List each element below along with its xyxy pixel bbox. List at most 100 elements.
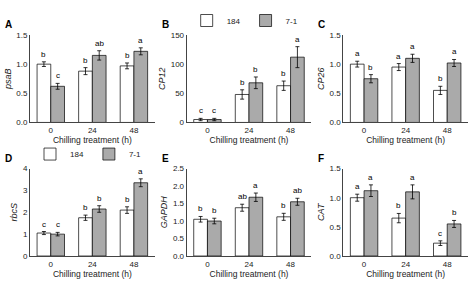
svg-text:2.0: 2.0 (173, 182, 185, 191)
svg-text:GAPDH: GAPDH (159, 196, 169, 229)
svg-text:Chilling treatment (h): Chilling treatment (h) (210, 135, 289, 145)
svg-text:0: 0 (23, 252, 28, 261)
svg-text:c: c (199, 106, 203, 115)
svg-text:24: 24 (245, 126, 254, 135)
svg-text:E: E (162, 153, 169, 164)
svg-text:48: 48 (286, 260, 295, 269)
svg-text:rbcS: rbcS (9, 203, 19, 222)
svg-text:0.0: 0.0 (16, 118, 28, 127)
svg-text:0.5: 0.5 (330, 89, 342, 98)
svg-text:D: D (5, 153, 12, 164)
svg-text:ab: ab (293, 186, 302, 195)
svg-text:b: b (438, 74, 443, 83)
svg-text:0: 0 (362, 126, 367, 135)
svg-text:0.5: 0.5 (330, 223, 342, 232)
svg-text:a: a (253, 181, 258, 190)
svg-text:0: 0 (205, 260, 210, 269)
svg-text:0: 0 (49, 126, 54, 135)
svg-text:2.5: 2.5 (173, 164, 185, 173)
svg-text:b: b (41, 50, 46, 59)
svg-text:Chilling treatment (h): Chilling treatment (h) (366, 135, 445, 145)
svg-text:50: 50 (175, 89, 184, 98)
svg-text:1.0: 1.0 (330, 60, 342, 69)
svg-text:CP12: CP12 (157, 67, 167, 90)
svg-text:psaB: psaB (3, 68, 13, 90)
svg-text:1.5: 1.5 (16, 31, 28, 40)
svg-text:ab: ab (95, 39, 104, 48)
svg-text:b: b (396, 201, 401, 210)
svg-text:7-1: 7-1 (286, 17, 298, 26)
svg-text:b: b (125, 51, 130, 60)
svg-text:a: a (295, 35, 300, 44)
svg-text:184: 184 (70, 150, 84, 159)
svg-text:c: c (56, 71, 60, 80)
svg-text:Chilling treatment (h): Chilling treatment (h) (366, 269, 445, 279)
svg-text:CP26: CP26 (316, 67, 326, 90)
svg-text:a: a (138, 167, 143, 176)
svg-text:a: a (368, 173, 373, 182)
svg-text:Chilling treatment (h): Chilling treatment (h) (210, 269, 289, 279)
svg-text:24: 24 (245, 260, 254, 269)
svg-text:A: A (5, 19, 12, 30)
svg-text:b: b (281, 201, 286, 210)
svg-text:c: c (438, 229, 442, 238)
svg-text:1.5: 1.5 (330, 164, 342, 173)
svg-text:150: 150 (171, 31, 185, 40)
svg-text:0: 0 (49, 260, 54, 269)
svg-text:a: a (355, 49, 360, 58)
svg-text:0.0: 0.0 (173, 252, 185, 261)
svg-text:b: b (97, 194, 102, 203)
svg-text:3: 3 (23, 186, 28, 195)
svg-text:100: 100 (171, 60, 185, 69)
svg-text:7-1: 7-1 (129, 150, 141, 159)
svg-text:48: 48 (286, 126, 295, 135)
svg-text:1: 1 (23, 230, 28, 239)
svg-text:0: 0 (180, 118, 185, 127)
svg-text:ab: ab (238, 192, 247, 201)
svg-text:1.0: 1.0 (330, 194, 342, 203)
svg-text:CAT: CAT (316, 202, 326, 221)
svg-text:a: a (138, 36, 143, 45)
svg-text:b: b (253, 65, 258, 74)
svg-text:1.5: 1.5 (330, 31, 342, 40)
svg-text:a: a (410, 173, 415, 182)
svg-text:b: b (452, 208, 457, 217)
svg-text:c: c (56, 220, 60, 229)
svg-text:48: 48 (443, 126, 452, 135)
svg-text:1.0: 1.0 (16, 60, 28, 69)
svg-text:F: F (318, 153, 324, 164)
svg-text:b: b (281, 69, 286, 78)
svg-text:24: 24 (401, 126, 410, 135)
svg-text:b: b (368, 63, 373, 72)
svg-text:1.5: 1.5 (173, 199, 185, 208)
svg-text:a: a (396, 52, 401, 61)
svg-text:0.5: 0.5 (173, 234, 185, 243)
svg-text:24: 24 (401, 260, 410, 269)
svg-text:1.0: 1.0 (173, 217, 185, 226)
svg-text:b: b (198, 204, 203, 213)
svg-text:b: b (83, 56, 88, 65)
svg-text:0.0: 0.0 (330, 252, 342, 261)
svg-text:b: b (125, 195, 130, 204)
svg-text:a: a (452, 47, 457, 56)
svg-text:c: c (42, 220, 46, 229)
svg-text:24: 24 (88, 126, 97, 135)
svg-text:0: 0 (362, 260, 367, 269)
svg-text:B: B (162, 19, 169, 30)
svg-text:Chilling treatment (h): Chilling treatment (h) (53, 135, 132, 145)
svg-text:b: b (83, 203, 88, 212)
svg-text:b: b (212, 206, 217, 215)
svg-text:a: a (355, 182, 360, 191)
svg-text:48: 48 (129, 260, 138, 269)
svg-text:2: 2 (23, 208, 28, 217)
svg-text:0: 0 (205, 126, 210, 135)
svg-text:0.0: 0.0 (330, 118, 342, 127)
svg-text:4: 4 (23, 164, 28, 173)
svg-text:C: C (318, 19, 325, 30)
svg-text:c: c (212, 106, 216, 115)
svg-text:184: 184 (227, 17, 241, 26)
svg-text:b: b (240, 78, 245, 87)
svg-text:0.5: 0.5 (16, 89, 28, 98)
svg-text:24: 24 (88, 260, 97, 269)
svg-text:Chilling treatment (h): Chilling treatment (h) (53, 269, 132, 279)
